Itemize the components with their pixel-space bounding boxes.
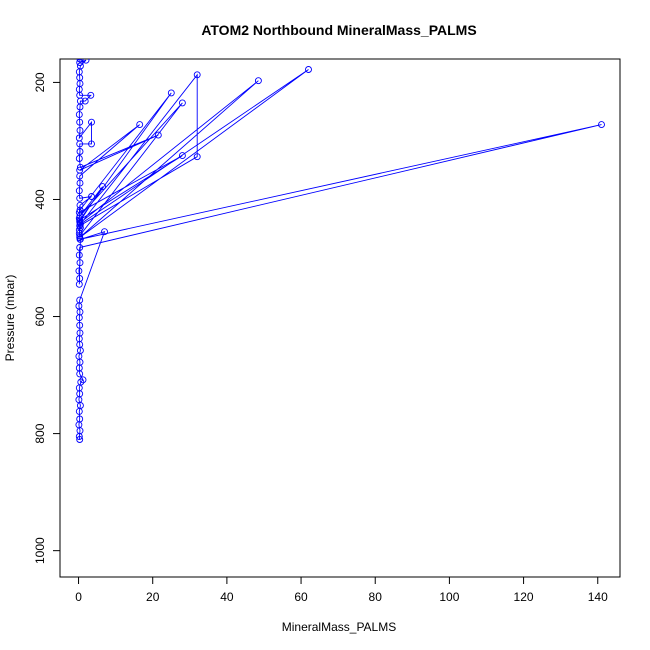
data-point-0-75 <box>75 111 83 119</box>
data-point-0-64 <box>76 166 84 174</box>
x-tick-label: 140 <box>588 590 608 604</box>
series-line-0 <box>78 59 602 440</box>
data-point-0-45 <box>76 234 84 241</box>
x-axis-label: MineralMass_PALMS <box>282 620 396 634</box>
x-tick-label: 100 <box>439 590 459 604</box>
chart-title: ATOM2 Northbound MineralMass_PALMS <box>201 22 476 38</box>
data-point-0-68 <box>76 148 84 155</box>
x-tick-label: 80 <box>369 590 383 604</box>
data-point-0-4 <box>76 415 84 423</box>
data-point-0-74 <box>76 118 84 126</box>
data-point-0-61 <box>76 179 84 187</box>
data-point-0-30 <box>76 259 84 267</box>
data-point-0-24 <box>76 296 84 304</box>
data-point-0-70 <box>88 140 95 148</box>
data-point-0-65 <box>154 131 162 139</box>
data-point-0-59 <box>76 194 84 202</box>
data-point-0-32 <box>76 244 84 251</box>
data-point-0-87 <box>76 59 84 66</box>
data-point-0-25 <box>101 228 108 236</box>
data-point-0-10 <box>77 378 85 386</box>
x-tick-label: 60 <box>294 590 308 604</box>
data-point-0-88 <box>76 59 84 63</box>
x-tick-label: 20 <box>146 590 160 604</box>
data-point-0-49 <box>193 153 201 161</box>
y-axis: 200 400 600 800 1000 <box>33 72 61 564</box>
series-layer <box>75 59 605 443</box>
x-tick-label: 0 <box>75 590 82 604</box>
x-axis: 0 20 40 60 80 100 120 140 <box>75 576 608 604</box>
data-point-0-85 <box>76 62 84 70</box>
y-tick-label: 200 <box>33 72 47 92</box>
data-point-0-31 <box>75 251 83 259</box>
plot-box <box>59 58 621 578</box>
data-point-0-46 <box>305 66 312 73</box>
data-point-0-63 <box>136 121 144 129</box>
data-point-0-48 <box>193 71 201 79</box>
data-point-0-78 <box>81 97 89 105</box>
data-point-0-11 <box>79 376 87 384</box>
data-point-0-44 <box>254 77 262 85</box>
y-tick-label: 1000 <box>33 537 47 564</box>
data-point-0-20 <box>76 321 84 329</box>
data-point-0-28 <box>76 275 84 282</box>
data-point-0-57 <box>76 201 84 209</box>
data-point-0-0 <box>76 436 84 443</box>
data-point-0-55 <box>178 152 186 160</box>
y-tick-label: 600 <box>33 306 47 326</box>
data-point-0-72 <box>75 134 83 142</box>
data-point-0-56 <box>75 208 83 216</box>
y-tick-label: 800 <box>33 423 47 443</box>
data-point-0-73 <box>76 126 84 134</box>
y-tick-label: 400 <box>33 189 47 209</box>
data-point-0-19 <box>76 329 84 337</box>
data-point-0-58 <box>88 193 95 200</box>
data-point-0-29 <box>75 267 83 275</box>
data-point-0-66 <box>76 163 84 171</box>
data-point-0-33 <box>598 121 605 129</box>
data-point-0-38 <box>99 183 107 191</box>
data-point-0-54 <box>76 216 84 224</box>
data-point-0-67 <box>75 155 83 162</box>
data-point-0-40 <box>178 99 186 107</box>
data-point-0-79 <box>87 91 95 99</box>
data-point-0-71 <box>88 118 95 126</box>
y-axis-label: Pressure (mbar) <box>3 275 17 362</box>
x-tick-label: 40 <box>220 590 234 604</box>
data-point-0-53 <box>167 89 175 97</box>
data-point-0-60 <box>75 187 83 195</box>
x-tick-label: 120 <box>514 590 534 604</box>
